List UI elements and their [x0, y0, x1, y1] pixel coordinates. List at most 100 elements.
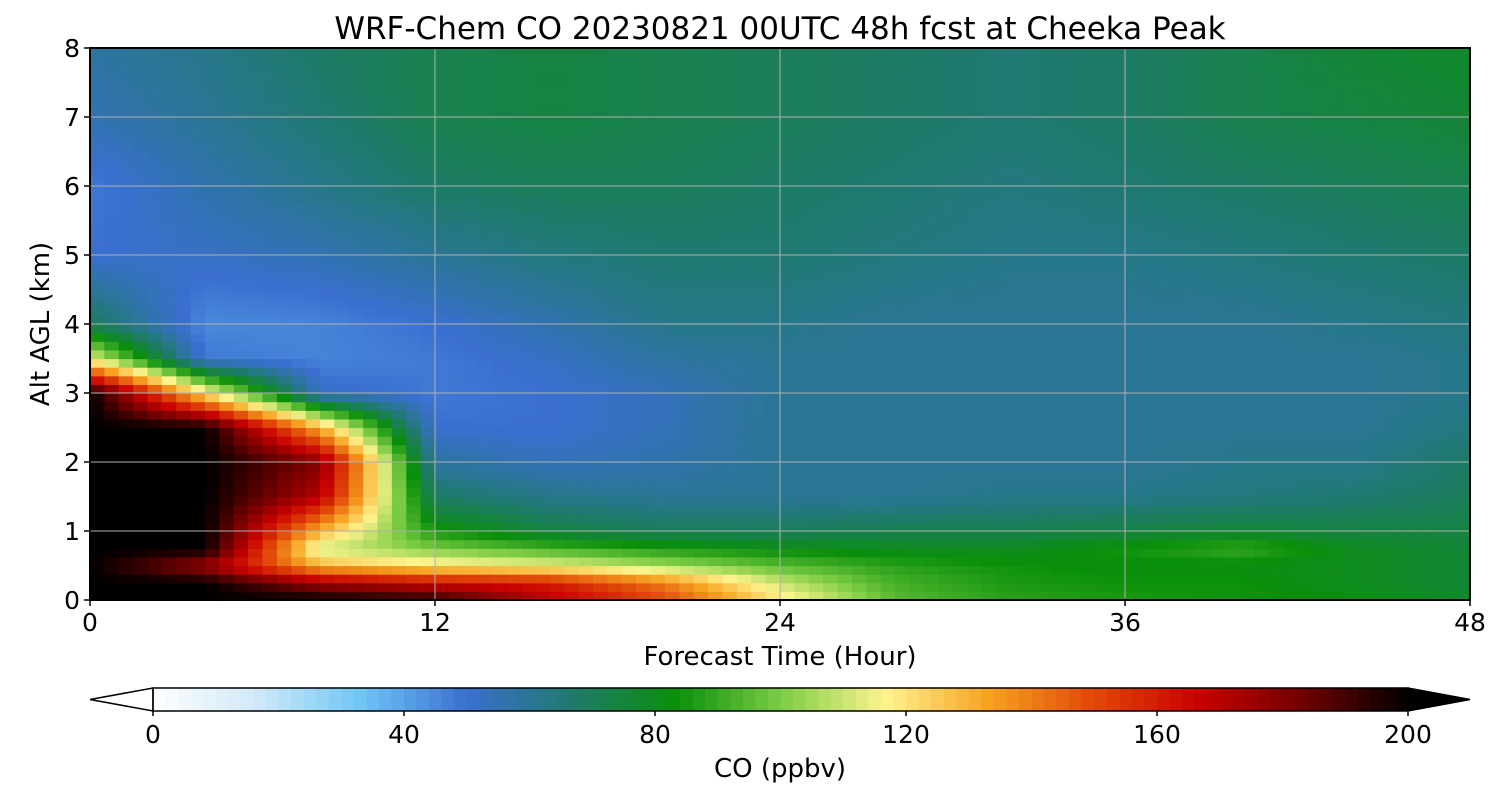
heatmap-cell [593, 565, 609, 575]
heatmap-cell [923, 298, 939, 308]
heatmap-cell [550, 194, 565, 204]
heatmap-cell [736, 462, 752, 472]
heatmap-cell [1225, 177, 1241, 187]
heatmap-cell [478, 220, 494, 230]
heatmap-cell [1297, 160, 1313, 170]
heatmap-cell [420, 556, 436, 567]
heatmap-cell [1096, 522, 1112, 532]
heatmap-cell [1355, 556, 1370, 567]
heatmap-cell [420, 539, 436, 549]
heatmap-cell [305, 479, 321, 489]
heatmap-cell [276, 548, 292, 558]
heatmap-cell [909, 427, 925, 437]
heatmap-cell [506, 237, 522, 247]
heatmap-cell [866, 565, 882, 575]
heatmap-cell [90, 349, 105, 360]
heatmap-cell [1053, 513, 1069, 523]
heatmap-cell [478, 427, 494, 437]
heatmap-cell [276, 556, 292, 567]
heatmap-cell [478, 306, 494, 316]
heatmap-cell [564, 168, 580, 178]
heatmap-cell [248, 470, 264, 480]
heatmap-cell [161, 237, 177, 247]
heatmap-cell [1297, 375, 1313, 385]
heatmap-cell [578, 531, 594, 541]
heatmap-cell [248, 272, 264, 282]
heatmap-cell [176, 522, 192, 532]
heatmap-cell [276, 358, 292, 368]
heatmap-cell [736, 255, 752, 265]
heatmap-cell [593, 160, 609, 170]
heatmap-cell [1383, 384, 1399, 394]
heatmap-cell [607, 453, 623, 463]
heatmap-cell [1369, 246, 1385, 256]
heatmap-cell [147, 591, 163, 600]
heatmap-cell [1355, 315, 1370, 325]
heatmap-cell [147, 479, 163, 489]
heatmap-cell [1340, 496, 1356, 506]
heatmap-cell [291, 358, 307, 368]
heatmap-cell [276, 237, 292, 247]
heatmap-cell [492, 280, 508, 291]
heatmap-cell [435, 315, 450, 325]
heatmap-cell [866, 410, 882, 420]
heatmap-cell [665, 237, 680, 247]
heatmap-cell [377, 367, 393, 377]
heatmap-cell [1311, 151, 1327, 161]
heatmap-cell [190, 177, 206, 187]
heatmap-cell [1053, 349, 1069, 360]
heatmap-cell [435, 203, 450, 213]
heatmap-cell [851, 462, 867, 472]
heatmap-cell [837, 574, 853, 584]
heatmap-cell [938, 513, 954, 523]
heatmap-cell [1426, 298, 1442, 308]
heatmap-cell [348, 298, 364, 308]
heatmap-cell [650, 410, 666, 420]
heatmap-cell [1125, 513, 1140, 523]
heatmap-cell [506, 341, 522, 351]
heatmap-cell [1383, 367, 1399, 377]
heatmap-cell [1081, 237, 1097, 247]
heatmap-cell [1240, 444, 1255, 454]
heatmap-cell [966, 306, 982, 316]
heatmap-cell [291, 177, 307, 187]
heatmap-cell [1010, 513, 1025, 523]
heatmap-cell [1240, 548, 1255, 558]
heatmap-cell [262, 384, 278, 394]
heatmap-cell [1053, 306, 1069, 316]
heatmap-cell [1225, 237, 1241, 247]
heatmap-cell [334, 375, 350, 385]
heatmap-cell [1010, 539, 1025, 549]
heatmap-cell [1067, 306, 1083, 316]
heatmap-cell [1196, 505, 1212, 515]
heatmap-cell [1153, 427, 1169, 437]
heatmap-cell [966, 574, 982, 584]
heatmap-cell [1038, 289, 1054, 299]
heatmap-cell [650, 591, 666, 600]
heatmap-cell [521, 470, 537, 480]
heatmap-cell [1168, 548, 1184, 558]
heatmap-cell [966, 263, 982, 273]
heatmap-cell [348, 263, 364, 273]
heatmap-cell [1081, 358, 1097, 368]
heatmap-cell [981, 263, 997, 273]
heatmap-cell [952, 349, 968, 360]
heatmap-cell [564, 151, 580, 161]
heatmap-cell [1053, 220, 1069, 230]
heatmap-cell [736, 186, 752, 196]
heatmap-cell [621, 229, 637, 239]
heatmap-cell [1254, 418, 1270, 429]
heatmap-cell [478, 539, 494, 549]
heatmap-cell [478, 531, 494, 541]
heatmap-cell [406, 203, 422, 213]
heatmap-cell [1455, 513, 1470, 523]
heatmap-cell [650, 367, 666, 377]
heatmap-cell [492, 237, 508, 247]
heatmap-cell [1010, 410, 1025, 420]
heatmap-cell [449, 539, 465, 549]
heatmap-cell [1383, 160, 1399, 170]
heatmap-cell [1096, 427, 1112, 437]
heatmap-cell [1383, 436, 1399, 446]
heatmap-cell [851, 203, 867, 213]
heatmap-cell [550, 298, 565, 308]
